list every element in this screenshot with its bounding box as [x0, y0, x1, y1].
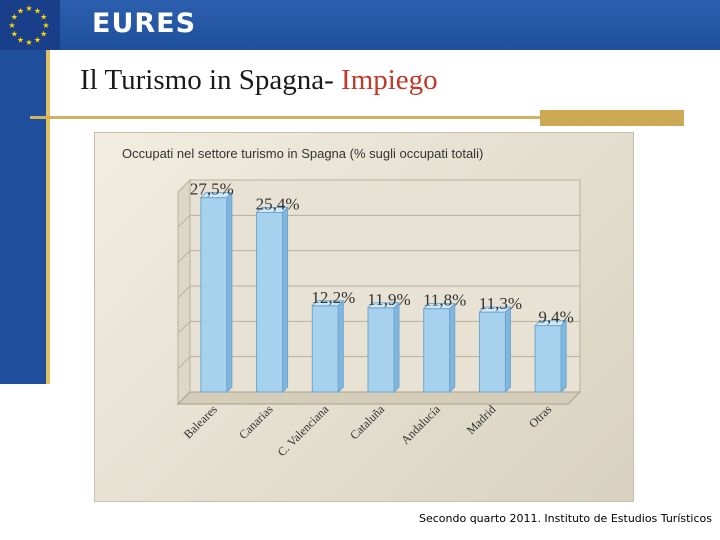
title-highlight: Impiego	[341, 64, 438, 96]
brand-name: EURES	[92, 8, 197, 39]
bar-side	[337, 299, 344, 394]
bar	[534, 325, 562, 393]
bar	[200, 197, 228, 393]
category-label: C. Valenciana	[275, 402, 332, 459]
page-title: Il Turismo in Spagna- Impiego	[80, 64, 438, 97]
grid-line	[177, 320, 191, 334]
category-label: Madrid	[464, 402, 499, 437]
star-icon: ★	[34, 6, 41, 15]
chart-title: Occupati nel settore turismo in Spagna (…	[122, 146, 484, 161]
star-icon: ★	[25, 4, 32, 13]
star-icon: ★	[40, 13, 47, 22]
star-icon: ★	[8, 21, 15, 30]
star-icon: ★	[34, 36, 41, 45]
title-underline	[30, 116, 682, 119]
title-main: Il Turismo in Spagna-	[80, 64, 342, 96]
bar	[367, 307, 395, 393]
bar-side	[449, 302, 456, 394]
data-label: 11,8%	[423, 291, 466, 310]
star-icon: ★	[11, 30, 18, 39]
data-label: 9,4%	[538, 308, 573, 327]
category-label: Cataluña	[347, 402, 388, 443]
star-icon: ★	[25, 38, 32, 47]
header-bar	[0, 0, 720, 50]
bar-side	[560, 319, 567, 394]
data-label: 11,3%	[479, 294, 522, 313]
data-label: 25,4%	[256, 195, 300, 214]
bar	[311, 305, 339, 393]
data-label: 11,9%	[367, 290, 410, 309]
category-label: Otras	[526, 402, 555, 431]
bar	[478, 311, 506, 393]
bar-side	[226, 191, 233, 394]
title-accent-block	[540, 110, 684, 126]
category-label: Canarias	[236, 402, 276, 442]
star-icon: ★	[17, 36, 24, 45]
bar-side	[282, 206, 289, 394]
left-accent-edge	[46, 50, 50, 384]
eu-stars-icon: ★ ★ ★ ★ ★ ★ ★ ★ ★ ★ ★ ★	[0, 0, 60, 50]
bar	[423, 308, 451, 393]
data-label: 27,5%	[190, 180, 234, 199]
star-icon: ★	[11, 13, 18, 22]
grid-line	[177, 214, 191, 228]
bar-side	[393, 301, 400, 394]
bar-side	[504, 305, 511, 394]
data-label: 12,2%	[311, 288, 355, 307]
star-icon: ★	[42, 21, 49, 30]
star-icon: ★	[40, 30, 47, 39]
left-accent-bar	[0, 50, 46, 384]
grid-line	[177, 250, 191, 264]
source-note: Secondo quarto 2011. Instituto de Estudi…	[418, 512, 712, 525]
grid-line	[177, 356, 191, 370]
category-label: Andalucía	[398, 402, 443, 447]
category-label: Baleares	[181, 402, 220, 441]
bar	[256, 212, 284, 393]
grid-line	[177, 285, 191, 299]
plot-floor	[176, 391, 582, 405]
star-icon: ★	[17, 6, 24, 15]
